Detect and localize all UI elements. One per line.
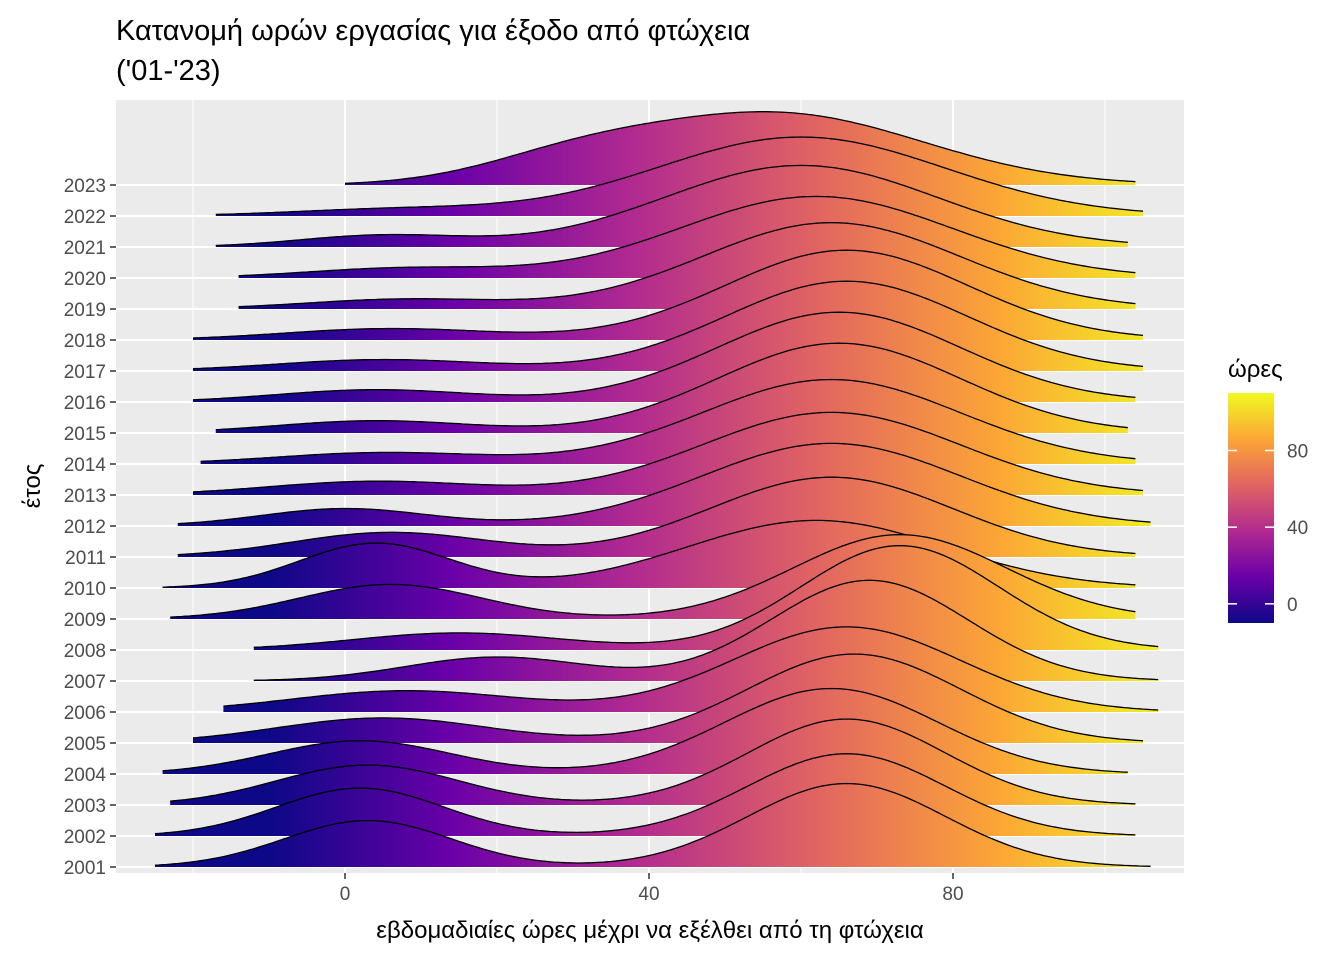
ridge-outline-2013 — [192, 411, 1144, 493]
legend-tick-label: 0 — [1287, 595, 1298, 616]
x-tick-label: 0 — [340, 884, 351, 905]
ridge-outline-2023 — [344, 111, 1136, 184]
chart-title: Κατανομή ωρών εργασίας για έξοδο από φτώ… — [116, 15, 750, 47]
ridge-outline-2016 — [192, 311, 1136, 401]
y-tick-label: 2018 — [64, 331, 106, 352]
chart-subtitle: ('01-'23) — [116, 55, 221, 87]
x-axis-title: εβδομαδιαίες ώρες μέχρι να εξέλθει από τ… — [376, 917, 924, 944]
y-tick-label: 2002 — [64, 827, 106, 848]
ridge-outline-2004 — [162, 687, 1128, 773]
legend-colorbar — [1228, 393, 1274, 623]
y-tick-label: 2015 — [64, 424, 106, 445]
ridge-outline-2011 — [177, 476, 1136, 556]
legend-tick-label: 80 — [1287, 442, 1308, 463]
x-axis: 0 40 80 — [340, 873, 964, 905]
y-tick-label: 2017 — [64, 362, 106, 383]
ridge-outline-2006 — [223, 626, 1159, 711]
y-tick-label: 2014 — [64, 455, 107, 476]
x-tick-label: 80 — [942, 884, 963, 905]
y-tick-label: 2012 — [64, 517, 106, 538]
y-tick-label: 2005 — [64, 734, 106, 755]
ridge-outline-2022 — [215, 136, 1144, 216]
ridge-2001 — [155, 783, 1151, 867]
legend-tick-label: 40 — [1287, 518, 1308, 539]
y-tick-label: 2021 — [64, 238, 106, 259]
ridge-outline-2008 — [253, 545, 1159, 648]
color-legend: ώρες 0 40 80 — [1228, 356, 1308, 623]
y-tick-label: 2003 — [64, 796, 106, 817]
ridge-outline-2002 — [154, 753, 1136, 836]
y-axis: 2001 2002 2003 2004 2005 2006 2007 2008 2009 2010… — [64, 176, 116, 879]
x-tick-label: 40 — [638, 884, 659, 905]
ridge-outline-2014 — [200, 378, 1136, 463]
y-tick-label: 2022 — [64, 207, 106, 228]
y-tick-label: 2020 — [64, 269, 106, 290]
ridge-outline-2001 — [154, 782, 1151, 867]
ridge-outline-2019 — [238, 221, 1136, 308]
y-tick-label: 2004 — [64, 765, 107, 786]
y-tick-label: 2006 — [64, 703, 106, 724]
y-tick-label: 2019 — [64, 300, 106, 321]
y-tick-label: 2011 — [65, 548, 106, 569]
ridge-outline-2018 — [192, 249, 1144, 339]
ridge-outline-2020 — [238, 195, 1136, 277]
ridge-outline-2005 — [192, 653, 1144, 742]
ridge-outline-2009 — [170, 534, 1136, 618]
legend-title: ώρες — [1228, 356, 1283, 383]
ridge-outline-2015 — [215, 342, 1128, 431]
y-tick-label: 2013 — [64, 486, 106, 507]
y-tick-label: 2008 — [64, 641, 106, 662]
y-tick-label: 2009 — [64, 610, 106, 631]
ridge-series — [154, 111, 1159, 867]
y-tick-label: 2023 — [64, 176, 106, 197]
ridge-outline-2007 — [253, 579, 1159, 681]
y-tick-label: 2007 — [64, 672, 106, 693]
y-tick-label: 2016 — [64, 393, 106, 414]
y-axis-title: έτος — [19, 464, 46, 509]
ridge-outline-2017 — [192, 280, 1144, 370]
ridge-outline-2012 — [177, 442, 1151, 525]
y-tick-label: 2010 — [64, 579, 106, 600]
ridge-outline-2021 — [215, 164, 1128, 247]
ridge-outline-2003 — [170, 718, 1136, 805]
y-tick-label: 2001 — [64, 858, 106, 879]
